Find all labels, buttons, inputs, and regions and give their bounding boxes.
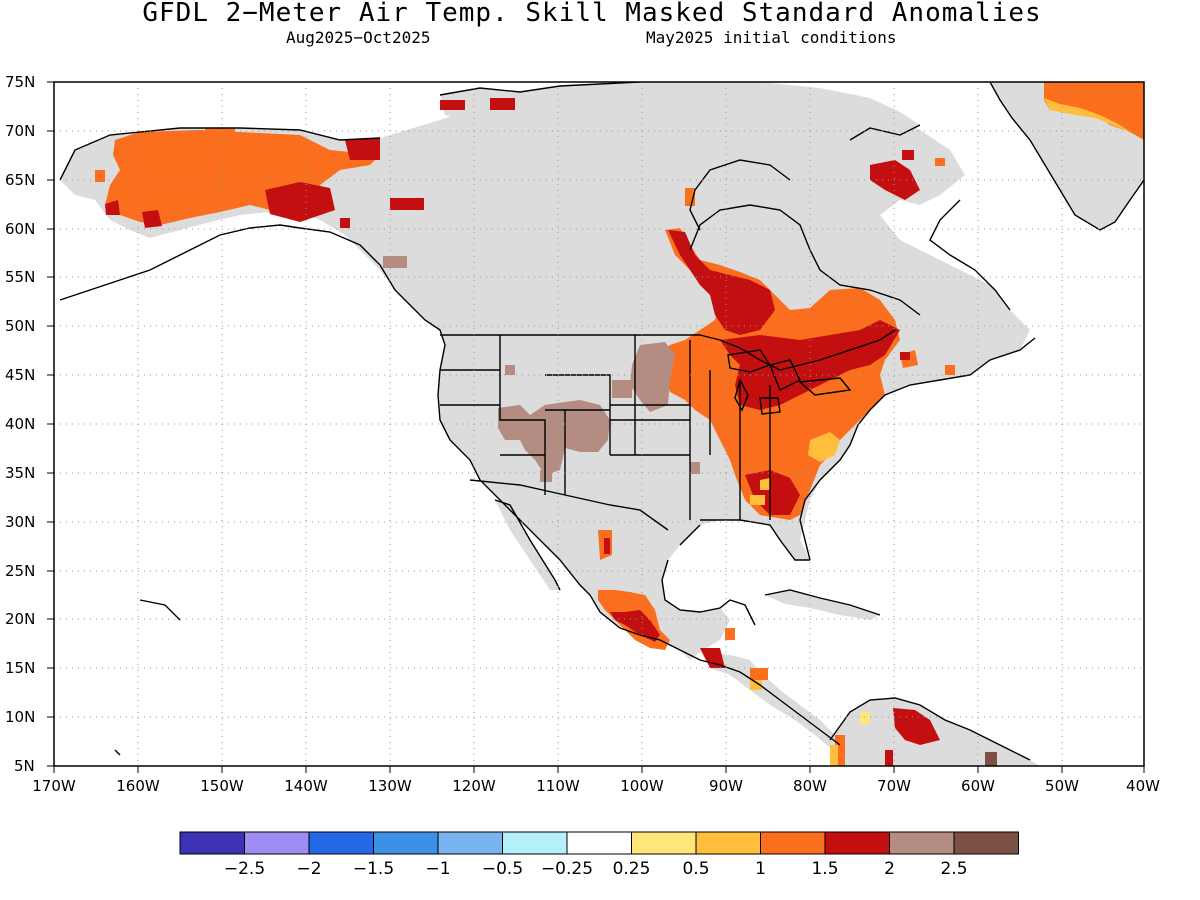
colorbar-label: −2.5 — [224, 859, 265, 879]
lon-label: 90W — [709, 777, 743, 795]
lat-label: 25N — [5, 562, 35, 580]
colorbar-label: −0.25 — [541, 859, 593, 879]
colorbar-swatch — [953, 831, 1019, 855]
map-layers — [59, 82, 1144, 766]
lat-label: 50N — [5, 317, 35, 335]
lon-label: 130W — [368, 777, 412, 795]
lat-label: 20N — [5, 610, 35, 628]
colorbar-swatch — [889, 831, 955, 855]
colorbar — [179, 831, 1019, 855]
lat-label: 35N — [5, 464, 35, 482]
lat-label: 15N — [5, 659, 35, 677]
lon-label: 70W — [877, 777, 911, 795]
colorbar-labels: −2.5 −2 −1.5 −1 −0.5 −0.25 0.25 0.5 1 1.5 2 2.5 — [224, 859, 968, 879]
lon-label: 140W — [284, 777, 328, 795]
colorbar-label: 0.25 — [613, 859, 651, 879]
graticule — [54, 82, 1144, 766]
coastlines — [59, 82, 1144, 761]
lon-label: 170W — [32, 777, 76, 795]
colorbar-swatch — [437, 831, 503, 855]
axis-ticks — [47, 81, 1145, 773]
lon-label: 50W — [1045, 777, 1079, 795]
colorbar-swatch — [824, 831, 890, 855]
colorbar-swatch — [502, 831, 568, 855]
lat-label: 60N — [5, 220, 35, 238]
lon-label: 40W — [1126, 777, 1160, 795]
colorbar-swatch — [566, 831, 632, 855]
colorbar-swatch — [760, 831, 826, 855]
lon-label: 60W — [961, 777, 995, 795]
colorbar-label: −2 — [296, 859, 321, 879]
lat-label: 75N — [5, 73, 35, 91]
anomaly-patches — [95, 82, 1144, 766]
colorbar-label: 2 — [884, 859, 895, 879]
lat-label: 10N — [5, 708, 35, 726]
lon-label: 110W — [536, 777, 580, 795]
forecast-period: Aug2025−Oct2025 — [286, 28, 431, 47]
lat-label: 55N — [5, 268, 35, 286]
lon-label: 160W — [116, 777, 160, 795]
colorbar-label: 0.5 — [682, 859, 709, 879]
colorbar-swatch — [179, 831, 245, 855]
colorbar-swatch — [373, 831, 439, 855]
map-title: GFDL 2−Meter Air Temp. Skill Masked Stan… — [142, 0, 1042, 28]
colorbar-label: 1.5 — [811, 859, 838, 879]
colorbar-label: −1.5 — [353, 859, 394, 879]
longitude-labels: 170W 160W 150W 140W 130W 120W 110W 100W … — [32, 777, 1160, 795]
colorbar-swatch — [308, 831, 374, 855]
lon-label: 100W — [620, 777, 664, 795]
colorbar-label: 2.5 — [940, 859, 967, 879]
lon-label: 150W — [200, 777, 244, 795]
lat-label: 70N — [5, 122, 35, 140]
colorbar-label: −1 — [425, 859, 450, 879]
latitude-labels: 75N 70N 65N 60N 55N 50N 45N 40N 35N 30N … — [5, 73, 35, 775]
lat-label: 5N — [14, 757, 35, 775]
lat-label: 30N — [5, 513, 35, 531]
colorbar-label: −0.5 — [482, 859, 523, 879]
lat-label: 45N — [5, 366, 35, 384]
colorbar-swatch — [631, 831, 697, 855]
colorbar-label: 1 — [755, 859, 766, 879]
colorbar-swatch — [244, 831, 310, 855]
lon-label: 80W — [793, 777, 827, 795]
colorbar-swatch — [695, 831, 761, 855]
lat-label: 40N — [5, 415, 35, 433]
lon-label: 120W — [452, 777, 496, 795]
lat-label: 65N — [5, 171, 35, 189]
initial-conditions: May2025 initial conditions — [646, 28, 897, 47]
